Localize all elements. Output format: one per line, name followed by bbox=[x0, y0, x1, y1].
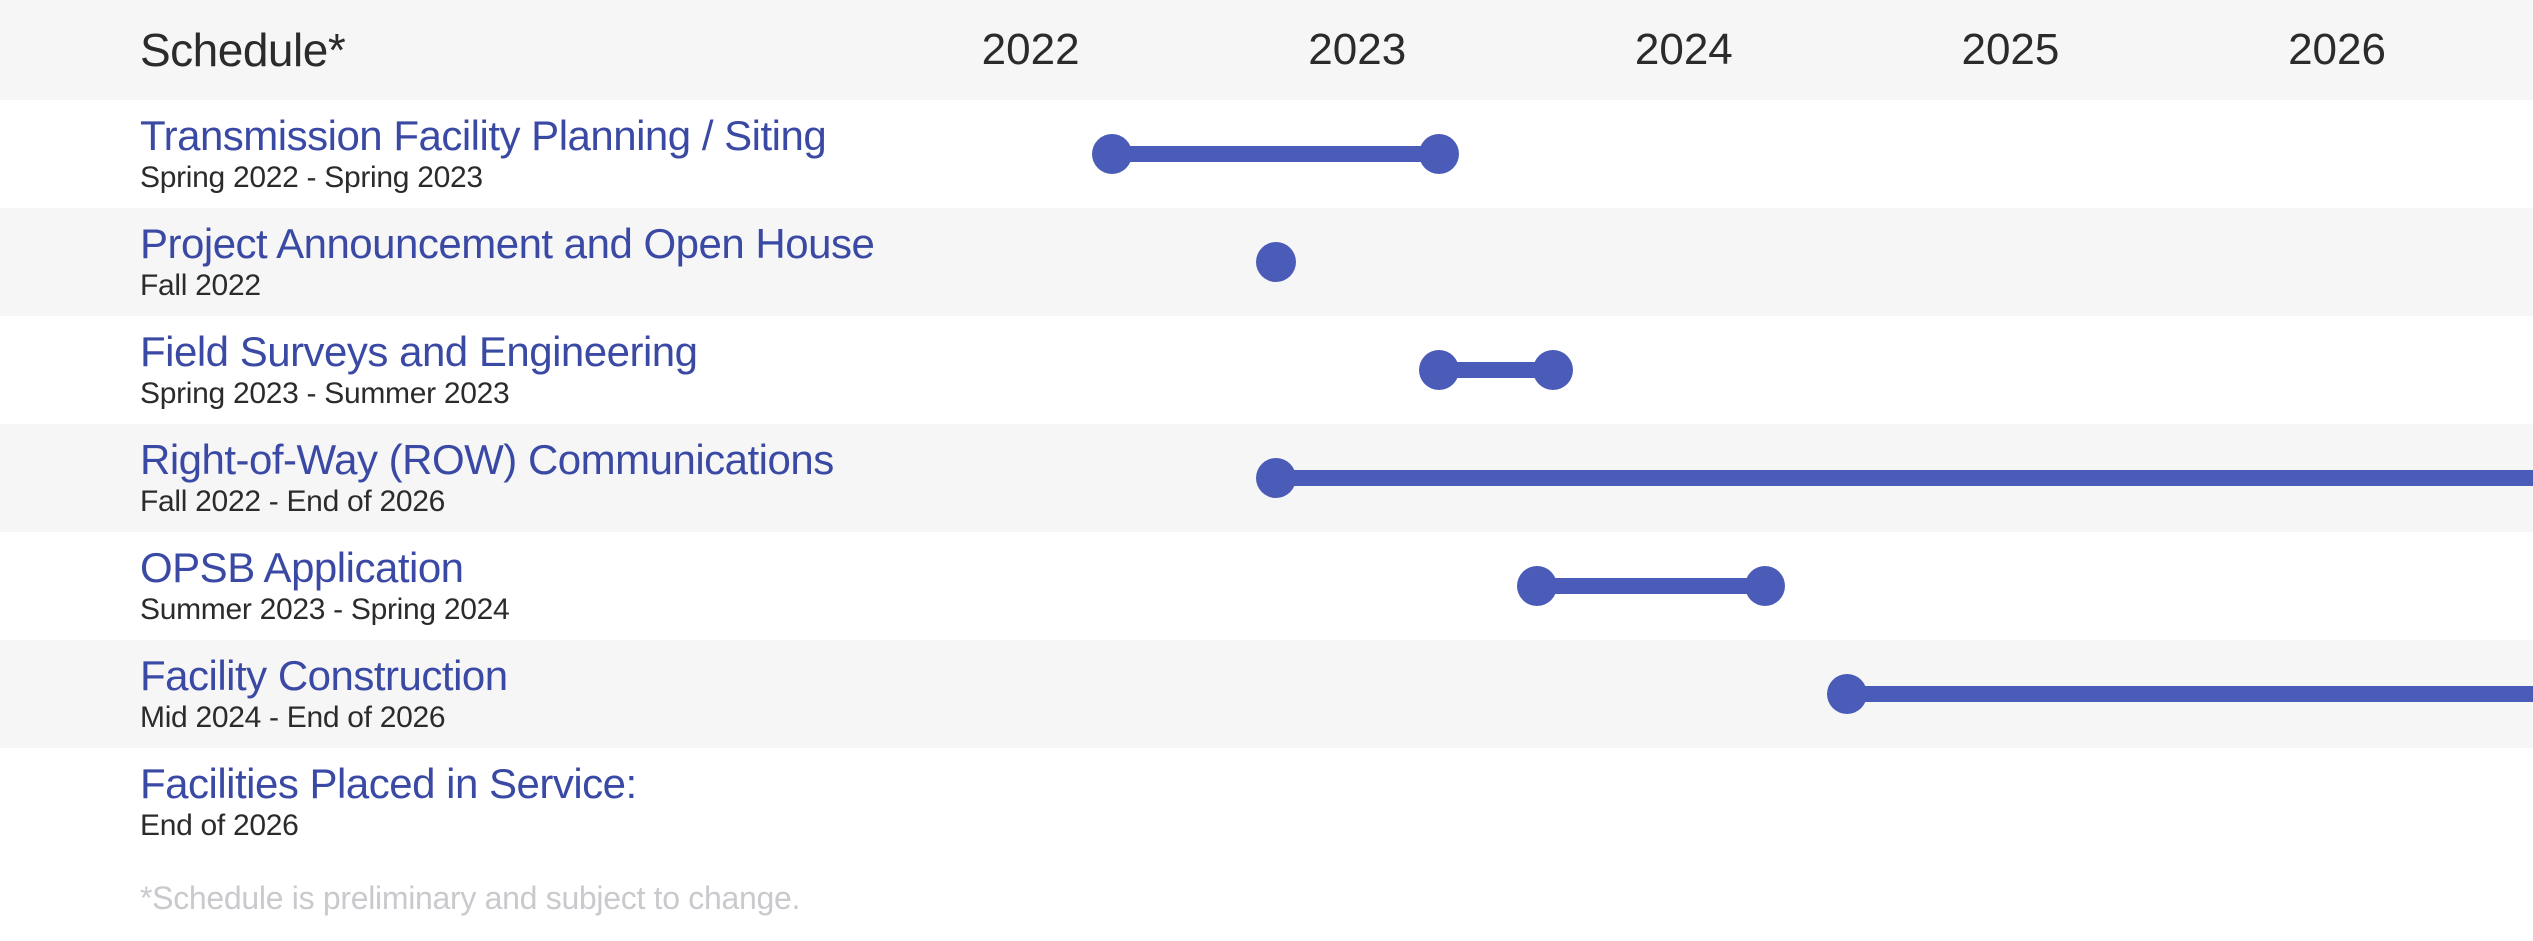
gantt-chart: Schedule* 2022 2023 2024 2025 2026 Transmiss… bbox=[0, 0, 2533, 941]
year-axis: 2022 2023 2024 2025 2026 bbox=[900, 0, 2533, 100]
year-label: 2026 bbox=[2288, 25, 2386, 75]
task-row: Facility ConstructionMid 2024 - End of 2… bbox=[0, 640, 2533, 748]
header-row: Schedule* 2022 2023 2024 2025 2026 bbox=[0, 0, 2533, 100]
footnote: *Schedule is preliminary and subject to … bbox=[0, 856, 2533, 941]
gantt-bar bbox=[900, 640, 2533, 748]
gantt-bar bbox=[900, 100, 2533, 208]
task-subtitle: Fall 2022 - End of 2026 bbox=[140, 485, 900, 519]
gantt-bar bbox=[900, 424, 2533, 532]
task-title: Right-of-Way (ROW) Communications bbox=[140, 437, 900, 483]
year-label: 2025 bbox=[1961, 25, 2059, 75]
task-row: Right-of-Way (ROW) CommunicationsFall 20… bbox=[0, 424, 2533, 532]
task-subtitle: Fall 2022 bbox=[140, 269, 900, 303]
task-subtitle: Spring 2022 - Spring 2023 bbox=[140, 161, 900, 195]
task-title: Facilities Placed in Service: bbox=[140, 761, 900, 807]
task-title: Transmission Facility Planning / Siting bbox=[140, 113, 900, 159]
year-label: 2022 bbox=[982, 25, 1080, 75]
task-row: Field Surveys and EngineeringSpring 2023… bbox=[0, 316, 2533, 424]
task-row: Transmission Facility Planning / SitingS… bbox=[0, 100, 2533, 208]
task-title: OPSB Application bbox=[140, 545, 900, 591]
task-subtitle: Summer 2023 - Spring 2024 bbox=[140, 593, 900, 627]
gantt-bar bbox=[900, 532, 2533, 640]
chart-title: Schedule* bbox=[140, 23, 900, 77]
task-rows: Transmission Facility Planning / SitingS… bbox=[0, 100, 2533, 856]
gantt-bar bbox=[900, 316, 2533, 424]
year-label: 2024 bbox=[1635, 25, 1733, 75]
year-label: 2023 bbox=[1308, 25, 1406, 75]
task-row: OPSB ApplicationSummer 2023 - Spring 202… bbox=[0, 532, 2533, 640]
task-subtitle: Spring 2023 - Summer 2023 bbox=[140, 377, 900, 411]
gantt-bar bbox=[900, 208, 2533, 316]
task-subtitle: Mid 2024 - End of 2026 bbox=[140, 701, 900, 735]
gantt-bar bbox=[900, 748, 2533, 856]
task-subtitle: End of 2026 bbox=[140, 809, 900, 843]
task-title: Project Announcement and Open House bbox=[140, 221, 900, 267]
task-row: Project Announcement and Open HouseFall … bbox=[0, 208, 2533, 316]
task-title: Facility Construction bbox=[140, 653, 900, 699]
task-row: Facilities Placed in Service:End of 2026 bbox=[0, 748, 2533, 856]
task-title: Field Surveys and Engineering bbox=[140, 329, 900, 375]
